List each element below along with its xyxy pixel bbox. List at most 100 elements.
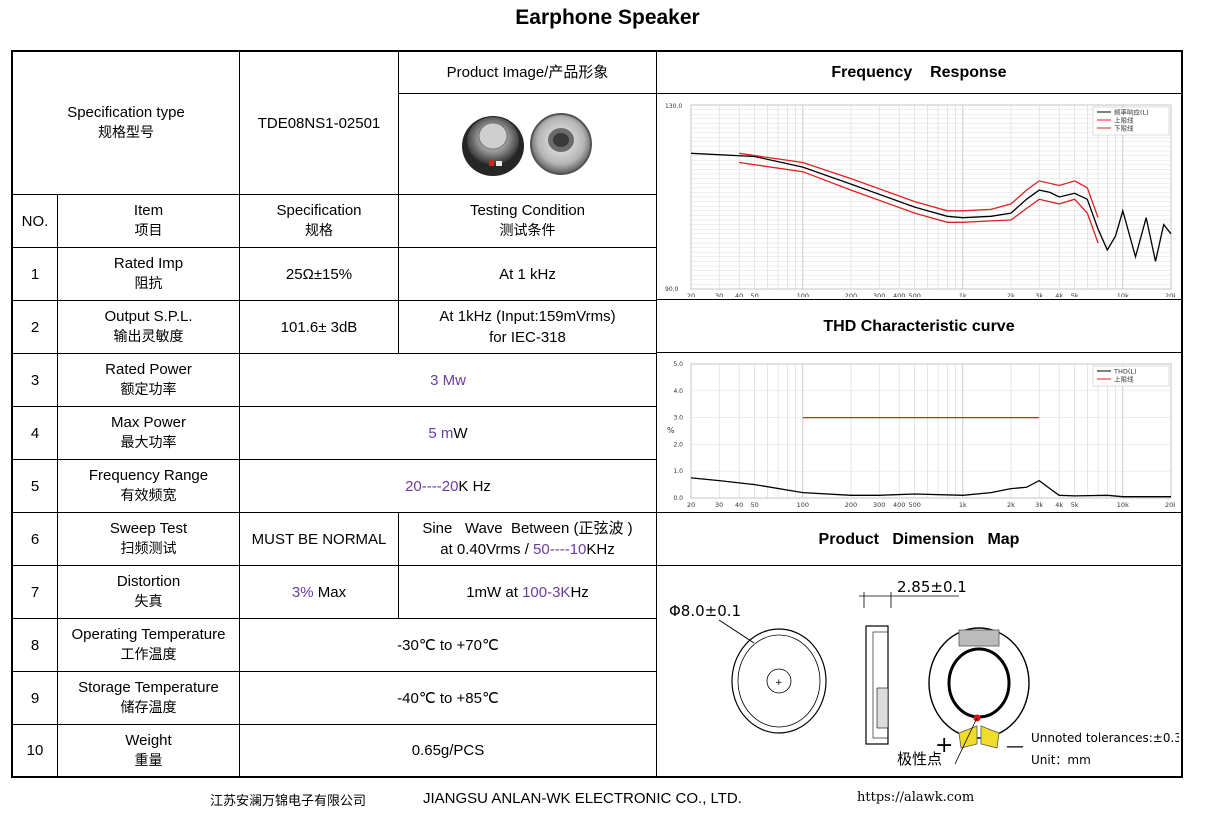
row-item-en: Rated Imp (113, 255, 184, 272)
unit-label: Unit：mm (1031, 753, 1091, 767)
spec-sheet-table: Specification type 规格型号 TDE08NS1-02501 P… (11, 50, 1183, 778)
row-item: Sweep Test 扫频测试 (58, 513, 240, 566)
y-tick-label: 90.0 (665, 286, 679, 293)
row-cond-line2: for IEC-318 (489, 329, 566, 346)
x-tick-label: 500 (908, 292, 920, 297)
row-spec: 25Ω±15% (240, 248, 399, 301)
center-mark: + (775, 678, 783, 688)
distortion-cond-unit: Hz (570, 583, 589, 601)
row-cond-line1: Sine Wave Between (正弦波 ) (422, 520, 633, 537)
page-title: Earphone Speaker (515, 6, 700, 29)
row-no: 4 (13, 407, 58, 460)
x-tick-label: 30 (715, 501, 723, 508)
row-spec: 3% Max (240, 566, 399, 619)
row-value: 3 Mw (240, 354, 657, 407)
row-no: 1 (13, 248, 58, 301)
x-tick-label: 50 (751, 292, 759, 297)
distortion-cond-range: 100-3K (522, 583, 571, 601)
x-tick-label: 40 (735, 501, 743, 508)
row-item: Max Power 最大功率 (58, 407, 240, 460)
distortion-value: 3% (291, 583, 314, 601)
x-tick-label: 100 (797, 292, 809, 297)
x-tick-label: 5k (1071, 292, 1079, 297)
side-view-inner (872, 631, 889, 739)
row-no: 7 (13, 566, 58, 619)
x-tick-label: 100 (797, 501, 809, 508)
x-tick-label: 10k (1117, 292, 1129, 297)
x-tick-label: 20 (687, 292, 695, 297)
y-tick-label: 1.0 (673, 468, 683, 475)
row-item-zh: 失真 (134, 594, 163, 610)
sweep-high: 10 (569, 541, 587, 558)
row-item-en: Storage Temperature (78, 679, 219, 696)
speaker-inner-ring (737, 634, 821, 728)
row-item: Operating Temperature 工作温度 (58, 619, 240, 672)
sweep-voltage: at 0.40Vrms / (440, 541, 534, 558)
row-no: 5 (13, 460, 58, 513)
row-no: 10 (13, 725, 58, 776)
dimension-map-cell: Φ8.0±0.1 + 2.85±0.1 + — 极性点 Unn (657, 566, 1181, 776)
x-tick-label: 2k (1007, 501, 1015, 508)
value-num: 5 m (428, 424, 454, 442)
thd-header: THD Characteristic curve (657, 300, 1181, 353)
x-tick-label: 1k (959, 501, 967, 508)
x-tick-label: 2k (1007, 292, 1015, 297)
diameter-label: Φ8.0±0.1 (669, 602, 741, 620)
distortion-cond-a: 1mW at (466, 583, 523, 601)
legend-box (1092, 365, 1170, 386)
row-item-zh: 扫频测试 (120, 541, 177, 557)
x-tick-label: 200 (845, 501, 857, 508)
dimension-drawing: Φ8.0±0.1 + 2.85±0.1 + — 极性点 Unn (669, 578, 1179, 768)
row-item: Rated Imp 阻抗 (58, 248, 240, 301)
row-item-zh: 工作温度 (120, 647, 177, 663)
x-tick-label: 400 (893, 501, 905, 508)
x-tick-label: 40 (735, 292, 743, 297)
tolerance-label: Unnoted tolerances:±0.3 (1031, 731, 1179, 745)
diameter-leader (718, 619, 755, 644)
series-line (739, 161, 1099, 243)
row-no: 6 (13, 513, 58, 566)
row-item: Frequency Range 有效频宽 (58, 460, 240, 513)
row-item: Rated Power 额定功率 (58, 354, 240, 407)
row-item: Storage Temperature 储存温度 (58, 672, 240, 725)
row-cond: 1mW at 100-3KHz (399, 566, 657, 619)
x-tick-label: 20k (1165, 501, 1175, 508)
row-value: 20----20K Hz (240, 460, 657, 513)
x-tick-label: 4k (1055, 292, 1063, 297)
freq-dash: ---- (421, 477, 442, 495)
legend-label: THD(L) (1113, 367, 1137, 375)
x-tick-label: 300 (873, 501, 885, 508)
cond-header: Testing Condition 测试条件 (399, 195, 657, 248)
x-tick-label: 500 (908, 501, 920, 508)
product-image (461, 113, 592, 176)
spec-type-label-zh: 规格型号 (98, 125, 154, 141)
x-tick-label: 3k (1035, 292, 1043, 297)
product-image-cell (399, 94, 657, 195)
x-tick-label: 3k (1035, 501, 1043, 508)
y-tick-label: 130.0 (665, 103, 682, 110)
row-item-en: Sweep Test (109, 520, 188, 537)
row-item-zh: 重量 (134, 752, 163, 769)
y-tick-label: 2.0 (673, 441, 683, 448)
x-tick-label: 400 (893, 292, 905, 297)
legend-label: 频率响应(L) (1114, 107, 1149, 116)
distortion-max: Max (313, 583, 347, 601)
sweep-low: 50 (533, 541, 550, 558)
side-view-terminal (876, 687, 889, 729)
y-tick-label: 5.0 (673, 361, 683, 368)
no-header: NO. (13, 195, 58, 248)
company-url[interactable]: https://alawk.com (857, 790, 975, 805)
freq-unit: K Hz (458, 477, 491, 495)
legend-label: 上限线 (1114, 115, 1134, 124)
row-value: -30℃ to +70℃ (240, 619, 657, 672)
mesh-pad (958, 629, 1000, 647)
minus-label: — (1006, 736, 1024, 757)
row-item-en: Operating Temperature (71, 626, 226, 643)
x-tick-label: 200 (845, 292, 857, 297)
series-line (690, 476, 1171, 497)
product-image-label-cell: Product Image/产品形象 (399, 52, 657, 94)
item-header-en: Item (133, 202, 164, 219)
thickness-label: 2.85±0.1 (897, 578, 967, 596)
